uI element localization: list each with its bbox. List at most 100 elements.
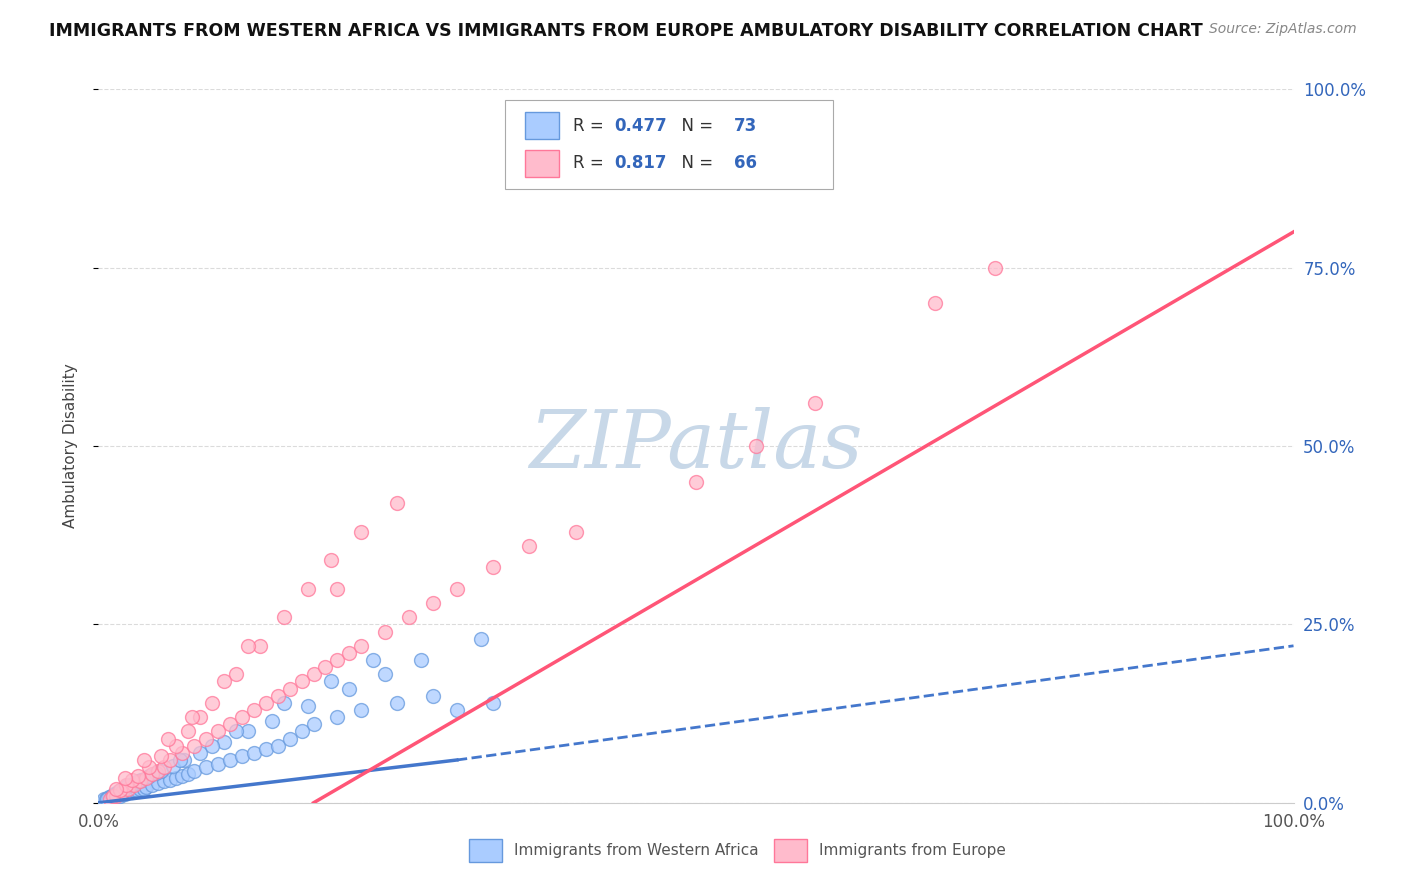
Text: R =: R = [572, 154, 609, 172]
Point [231, 710, 253, 724]
Point [254, 696, 277, 710]
Point [183, 739, 205, 753]
Point [107, 785, 129, 799]
Point [201, 696, 224, 710]
Point [110, 783, 132, 797]
Point [315, 660, 337, 674]
Point [297, 582, 319, 596]
Point [111, 785, 134, 799]
Point [482, 560, 505, 574]
Point [145, 765, 167, 780]
Point [326, 582, 349, 596]
Point [153, 760, 176, 774]
Point [121, 785, 143, 799]
Point [117, 781, 139, 796]
Point [446, 703, 468, 717]
Point [169, 753, 191, 767]
Point [291, 724, 314, 739]
Point [96, 791, 118, 805]
Point [201, 739, 224, 753]
Point [138, 769, 160, 783]
Text: 0.817: 0.817 [614, 154, 668, 172]
Point [172, 746, 194, 760]
Point [385, 496, 409, 510]
Point [374, 667, 396, 681]
Point [482, 696, 505, 710]
Point [165, 771, 187, 785]
Point [135, 771, 157, 785]
Point [105, 789, 128, 803]
Point [162, 758, 184, 772]
Point [100, 789, 122, 803]
Point [125, 783, 148, 797]
Point [94, 792, 117, 806]
Point [243, 746, 266, 760]
Point [195, 731, 218, 746]
Point [131, 772, 153, 787]
Point [93, 792, 115, 806]
Point [124, 778, 146, 792]
FancyBboxPatch shape [524, 112, 558, 139]
Point [115, 780, 138, 794]
Point [219, 753, 242, 767]
Point [745, 439, 768, 453]
Point [103, 787, 125, 801]
Point [148, 776, 170, 790]
Point [446, 582, 468, 596]
FancyBboxPatch shape [505, 100, 834, 189]
Point [108, 783, 131, 797]
Point [302, 717, 325, 731]
Point [188, 710, 211, 724]
Point [135, 780, 157, 794]
Point [124, 783, 146, 797]
Point [924, 296, 946, 310]
Point [804, 396, 827, 410]
Point [115, 780, 138, 794]
Point [374, 624, 396, 639]
Point [105, 789, 128, 803]
Point [385, 696, 409, 710]
Point [422, 689, 444, 703]
Text: Immigrants from Europe: Immigrants from Europe [820, 843, 1005, 858]
Point [177, 724, 200, 739]
Point [212, 674, 235, 689]
Point [260, 714, 283, 728]
Point [120, 778, 142, 792]
Point [321, 674, 343, 689]
Point [225, 667, 247, 681]
Point [565, 153, 588, 168]
Y-axis label: Ambulatory Disability: Ambulatory Disability [63, 364, 77, 528]
Point [363, 653, 385, 667]
Point [278, 681, 301, 696]
Point [129, 781, 152, 796]
Point [273, 610, 295, 624]
Point [273, 696, 295, 710]
Point [267, 689, 290, 703]
Point [321, 553, 343, 567]
Text: ZIPatlas: ZIPatlas [529, 408, 863, 484]
Point [326, 653, 349, 667]
Text: Source: ZipAtlas.com: Source: ZipAtlas.com [1209, 22, 1357, 37]
Point [398, 610, 420, 624]
Point [984, 260, 1007, 275]
Point [117, 785, 139, 799]
Point [350, 524, 373, 539]
Point [267, 739, 290, 753]
Point [159, 753, 181, 767]
Text: 73: 73 [734, 117, 758, 135]
Point [141, 767, 163, 781]
Point [132, 753, 155, 767]
Point [138, 760, 160, 774]
Point [173, 753, 195, 767]
Text: R =: R = [572, 117, 609, 135]
Text: Immigrants from Western Africa: Immigrants from Western Africa [515, 843, 759, 858]
Point [517, 539, 540, 553]
Point [97, 792, 120, 806]
Point [172, 769, 194, 783]
Point [101, 789, 124, 803]
Point [207, 756, 229, 771]
Point [236, 639, 259, 653]
Point [254, 742, 277, 756]
Point [565, 524, 588, 539]
Point [177, 767, 200, 781]
